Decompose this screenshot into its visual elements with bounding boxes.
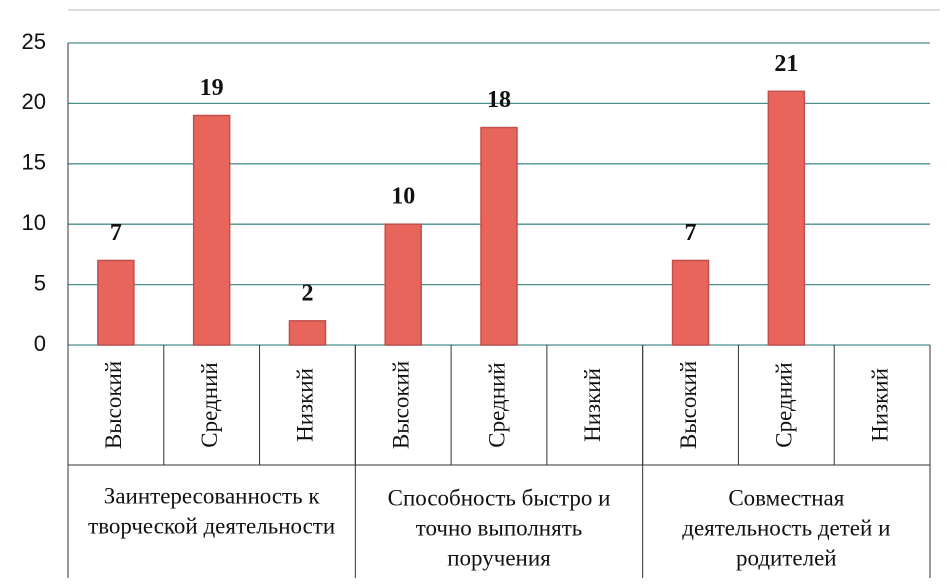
group-label: поручения xyxy=(447,545,551,570)
group-label: родителей xyxy=(736,545,837,570)
y-tick-label: 25 xyxy=(22,29,46,54)
x-tick-label: Средний xyxy=(772,362,797,447)
value-label: 2 xyxy=(301,280,313,306)
bar xyxy=(767,90,806,346)
bar xyxy=(384,223,422,346)
value-label: 7 xyxy=(685,220,697,246)
x-tick-label: Низкий xyxy=(867,368,892,442)
bar xyxy=(480,126,518,346)
y-tick-label: 20 xyxy=(22,89,46,114)
x-tick-label: Высокий xyxy=(389,361,414,449)
group-label: деятельность детей и xyxy=(682,515,890,540)
bar xyxy=(288,320,327,346)
x-tick-label: Высокий xyxy=(676,361,701,449)
group-label: Способность быстро и xyxy=(388,485,611,510)
group-label: точно выполнять xyxy=(416,515,583,540)
y-tick-label: 0 xyxy=(34,331,46,356)
group-label: Заинтересованность к xyxy=(104,483,321,508)
y-tick-label: 10 xyxy=(22,210,46,235)
value-label: 10 xyxy=(391,184,415,210)
x-tick-label: Высокий xyxy=(101,361,126,449)
value-label: 7 xyxy=(110,220,122,246)
x-tick-label: Низкий xyxy=(580,368,605,442)
y-tick-label: 15 xyxy=(22,150,46,175)
value-label: 21 xyxy=(774,51,798,77)
x-tick-label: Низкий xyxy=(293,368,318,442)
group-label: творческой деятельности xyxy=(88,513,335,538)
bar xyxy=(97,259,135,346)
x-tick-label: Средний xyxy=(484,362,509,447)
value-label: 19 xyxy=(200,75,224,101)
bar xyxy=(192,114,231,346)
group-label: Совместная xyxy=(728,485,844,510)
bar xyxy=(671,259,710,346)
x-tick-label: Средний xyxy=(197,362,222,447)
y-tick-label: 5 xyxy=(34,270,46,295)
value-label: 18 xyxy=(487,87,511,113)
